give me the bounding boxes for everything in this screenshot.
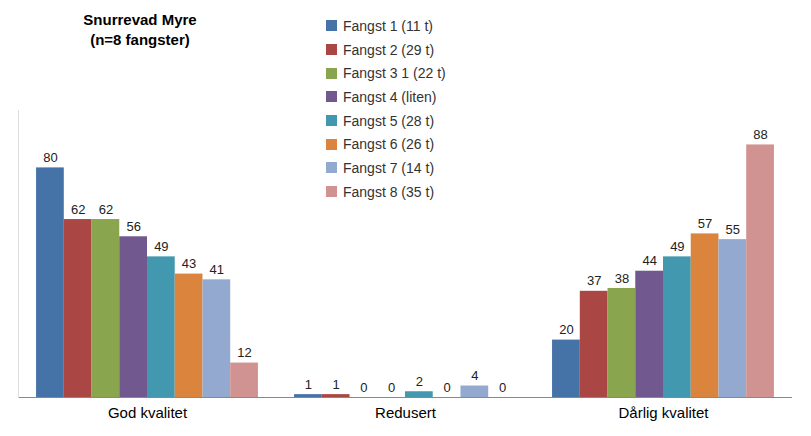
svg-text:44: 44 [642,253,656,268]
svg-text:12: 12 [237,345,251,360]
svg-text:43: 43 [182,256,196,271]
svg-text:57: 57 [698,216,712,231]
svg-text:80: 80 [43,150,57,165]
svg-text:God kvalitet: God kvalitet [108,404,188,421]
svg-text:20: 20 [559,322,573,337]
svg-text:37: 37 [587,273,601,288]
svg-text:49: 49 [670,239,684,254]
html-text:(n=8 fangster): (n=8 fangster) [90,31,190,48]
svg-text:88: 88 [753,127,767,142]
svg-text:62: 62 [99,202,113,217]
html-text:Fangst 8 (35 t): Fangst 8 (35 t) [343,183,434,200]
svg-text:0: 0 [388,380,395,395]
svg-text:0: 0 [443,380,450,395]
html-text:Fangst 1 (11 t): Fangst 1 (11 t) [343,17,433,34]
svg-text:4: 4 [471,368,478,383]
svg-text:62: 62 [71,202,85,217]
svg-text:49: 49 [154,239,168,254]
html-text:Fangst 5 (28 t): Fangst 5 (28 t) [343,112,434,129]
html-text:Fangst 3 1 (22 t): Fangst 3 1 (22 t) [343,65,446,82]
svg-text:0: 0 [360,380,367,395]
svg-text:56: 56 [126,219,140,234]
svg-text:2: 2 [416,374,423,389]
html-text:Fangst 4 (liten): Fangst 4 (liten) [343,88,437,105]
svg-text:0: 0 [499,380,506,395]
svg-text:Dårlig kvalitet: Dårlig kvalitet [618,404,709,421]
html-text:Snurrevad Myre: Snurrevad Myre [83,11,197,28]
html-text:Fangst 6 (26 t): Fangst 6 (26 t) [343,136,434,153]
svg-text:38: 38 [615,271,629,286]
svg-text:1: 1 [305,377,312,392]
svg-text:55: 55 [726,222,740,237]
svg-text:Redusert: Redusert [375,404,437,421]
svg-text:41: 41 [210,262,224,277]
html-text:Fangst 2 (29 t): Fangst 2 (29 t) [343,41,434,58]
html-text:Fangst 7 (14 t): Fangst 7 (14 t) [343,160,434,176]
svg-text:1: 1 [333,377,340,392]
